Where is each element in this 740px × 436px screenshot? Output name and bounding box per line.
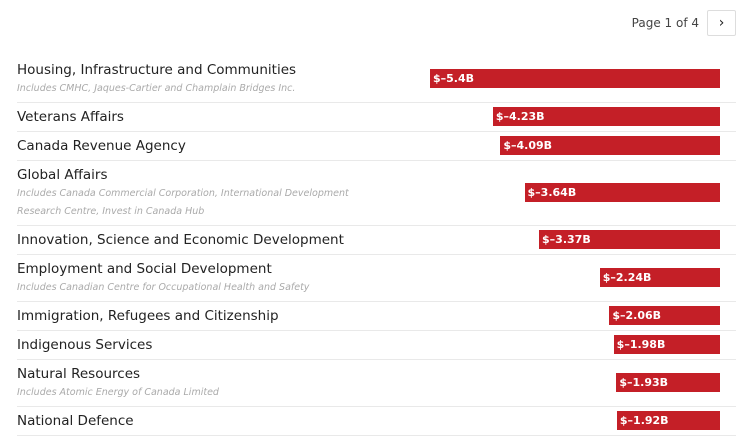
- data-label: $–4.09B: [503, 139, 553, 152]
- table-row: National Defence $–1.92B: [17, 407, 736, 436]
- department-name: Housing, Infrastructure and Communities: [17, 62, 297, 78]
- bar-area: $–2.24B: [407, 268, 736, 288]
- table-row: Global Affairs Includes Canada Commercial…: [17, 161, 736, 226]
- category-label: Canada Revenue Agency: [17, 136, 407, 156]
- category-label: Global Affairs Includes Canada Commercial…: [17, 165, 407, 221]
- bar-area: $–1.98B: [407, 335, 736, 355]
- pagination: Page 1 of 4 ›: [632, 10, 736, 36]
- department-note: Includes Atomic Energy of Canada Limited: [17, 387, 219, 398]
- page-indicator: Page 1 of 4: [631, 16, 699, 30]
- department-name: Natural Resources: [17, 366, 141, 382]
- department-note: Includes CMHC, Jaques-Cartier and Champl…: [17, 83, 296, 94]
- table-row: Veterans Affairs $–4.23B: [17, 103, 736, 132]
- bar: $–4.23B: [492, 107, 720, 126]
- table-row: Employment and Social Development Include…: [17, 255, 736, 302]
- bar: $–2.24B: [599, 268, 720, 287]
- bar-area: $–3.64B: [407, 183, 736, 203]
- bar-area: $–1.93B: [407, 373, 736, 393]
- data-label: $–5.4B: [433, 72, 475, 85]
- department-name: National Defence: [17, 413, 134, 429]
- table-row: Indigenous Services $–1.98B: [17, 331, 736, 360]
- data-label: $–1.92B: [619, 414, 669, 427]
- category-label: Natural Resources Includes Atomic Energy …: [17, 364, 407, 402]
- department-name: Innovation, Science and Economic Develop…: [17, 232, 344, 248]
- bar: $–4.09B: [500, 136, 720, 155]
- data-label: $–3.64B: [527, 186, 577, 199]
- department-name: Global Affairs: [17, 167, 108, 183]
- bar: $–5.4B: [430, 69, 720, 88]
- bar: $–3.37B: [539, 230, 720, 249]
- table-row: Natural Resources Includes Atomic Energy …: [17, 360, 736, 407]
- bar: $–1.93B: [616, 373, 720, 392]
- table-row: Housing, Infrastructure and Communities I…: [17, 56, 736, 103]
- chevron-right-icon: ›: [718, 15, 725, 31]
- category-label: Immigration, Refugees and Citizenship: [17, 306, 407, 326]
- bar-area: $–4.09B: [407, 136, 736, 156]
- department-name: Employment and Social Development: [17, 261, 272, 277]
- data-label: $–2.24B: [602, 271, 652, 284]
- data-label: $–1.93B: [619, 376, 669, 389]
- data-label: $–1.98B: [616, 338, 666, 351]
- bar-area: $–2.06B: [407, 306, 736, 326]
- bar: $–1.92B: [616, 411, 720, 430]
- bar: $–3.64B: [524, 183, 720, 202]
- data-label: $–4.23B: [495, 110, 545, 123]
- data-label: $–3.37B: [542, 233, 591, 246]
- bar-area: $–4.23B: [407, 107, 736, 127]
- next-page-button[interactable]: ›: [707, 10, 736, 36]
- bar-area: $–3.37B: [407, 230, 736, 250]
- category-label: Housing, Infrastructure and Communities I…: [17, 60, 407, 98]
- bar-area: $–5.4B: [407, 69, 736, 89]
- bar-area: $–1.92B: [407, 411, 736, 431]
- department-name: Indigenous Services: [17, 337, 153, 353]
- data-label: $–2.06B: [612, 309, 662, 322]
- table-row: Canada Revenue Agency $–4.09B: [17, 132, 736, 161]
- department-note: Includes Canada Commercial Corporation, …: [17, 188, 349, 217]
- department-name: Veterans Affairs: [17, 109, 124, 125]
- table-row: Immigration, Refugees and Citizenship $–2…: [17, 302, 736, 331]
- bar: $–1.98B: [613, 335, 720, 354]
- bar: $–2.06B: [609, 306, 720, 325]
- category-label: Innovation, Science and Economic Develop…: [17, 230, 407, 250]
- department-name: Canada Revenue Agency: [17, 138, 186, 154]
- department-name: Immigration, Refugees and Citizenship: [17, 308, 279, 324]
- table-row: Innovation, Science and Economic Develop…: [17, 226, 736, 255]
- category-label: National Defence: [17, 411, 407, 431]
- department-note: Includes Canadian Centre for Occupationa…: [17, 282, 310, 293]
- category-label: Employment and Social Development Include…: [17, 259, 407, 297]
- category-label: Veterans Affairs: [17, 107, 407, 127]
- category-label: Indigenous Services: [17, 335, 407, 355]
- bar-chart: Housing, Infrastructure and Communities I…: [17, 56, 736, 436]
